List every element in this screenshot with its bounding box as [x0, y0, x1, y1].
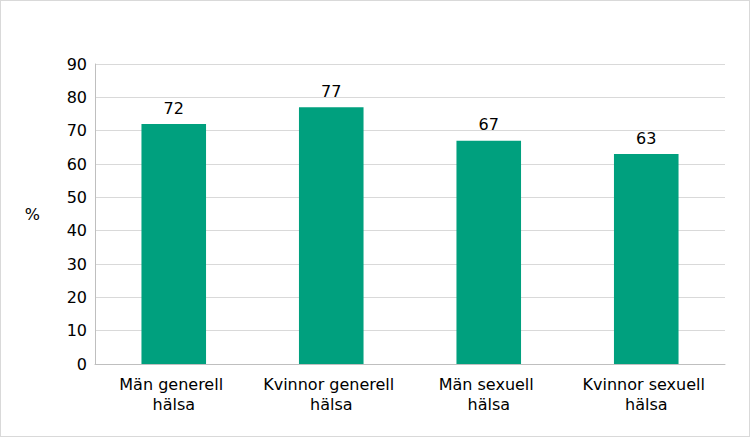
svg-text:77: 77 — [321, 82, 341, 101]
svg-text:90: 90 — [67, 55, 87, 74]
svg-text:Kvinnor generell: Kvinnor generell — [263, 375, 399, 394]
svg-text:hälsa: hälsa — [625, 395, 668, 414]
svg-text:40: 40 — [67, 221, 87, 240]
svg-text:%: % — [25, 205, 40, 224]
svg-text:80: 80 — [67, 88, 87, 107]
svg-text:70: 70 — [67, 121, 87, 140]
svg-text:hälsa: hälsa — [467, 395, 510, 414]
svg-text:Män generell: Män generell — [119, 375, 228, 394]
svg-text:hälsa: hälsa — [152, 395, 195, 414]
svg-text:hälsa: hälsa — [310, 395, 353, 414]
svg-text:0: 0 — [77, 355, 87, 374]
svg-text:30: 30 — [67, 255, 87, 274]
svg-text:63: 63 — [636, 129, 656, 148]
svg-text:Kvinnor sexuell: Kvinnor sexuell — [583, 375, 710, 394]
svg-text:72: 72 — [164, 99, 184, 118]
svg-text:20: 20 — [67, 288, 87, 307]
svg-text:50: 50 — [67, 188, 87, 207]
svg-text:10: 10 — [67, 321, 87, 340]
svg-text:60: 60 — [67, 155, 87, 174]
svg-text:67: 67 — [479, 115, 499, 134]
svg-text:Män sexuell: Män sexuell — [439, 375, 539, 394]
